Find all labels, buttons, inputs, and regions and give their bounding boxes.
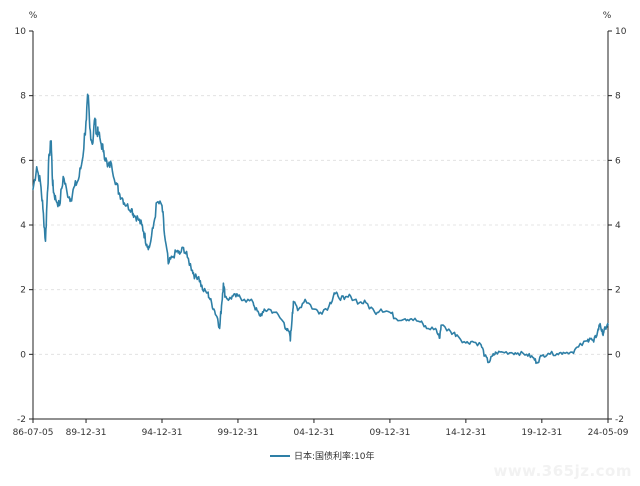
left-y-tick-label: 2 [20, 286, 26, 296]
x-tick-label: 89-12-31 [66, 428, 107, 438]
x-tick-label: 99-12-31 [218, 428, 259, 438]
left-y-tick-label: 10 [15, 27, 27, 37]
left-y-tick-label: -2 [17, 415, 26, 425]
legend: 日本:国债利率:10年 [270, 450, 375, 462]
grid-layer [33, 95, 608, 355]
right-y-tick-label: 8 [615, 92, 621, 102]
right-axis-unit-label: % [603, 11, 612, 21]
left-y-tick-label: 6 [20, 156, 26, 166]
x-tick-label: 04-12-31 [294, 428, 335, 438]
right-y-tick-label: 4 [615, 221, 621, 231]
x-tick-label: 94-12-31 [142, 428, 183, 438]
left-y-tick-label: 8 [20, 92, 26, 102]
right-y-tick-label: 6 [615, 156, 621, 166]
left-y-tick-label: 4 [20, 221, 26, 231]
x-tick-label: 09-12-31 [369, 428, 410, 438]
series-layer [32, 93, 609, 365]
left-axis-unit-label: % [29, 11, 38, 21]
right-y-tick-label: -2 [615, 415, 624, 425]
x-tick-label: 14-12-31 [445, 428, 486, 438]
legend-label: 日本:国债利率:10年 [294, 450, 375, 462]
axes-layer: -2 -2 0 0 2 2 4 4 6 6 8 8 10 10 86-07-05 89-12-31 94-12-… [13, 27, 629, 438]
right-y-tick-label: 0 [615, 350, 621, 360]
x-tick-label: 24-05-09 [588, 428, 629, 438]
x-tick-label: 86-07-05 [13, 428, 54, 438]
series-line-jgb-10y [32, 93, 609, 365]
right-y-tick-label: 2 [615, 286, 621, 296]
right-y-tick-label: 10 [615, 27, 627, 37]
x-tick-label: 19-12-31 [521, 428, 562, 438]
left-y-tick-label: 0 [20, 350, 26, 360]
